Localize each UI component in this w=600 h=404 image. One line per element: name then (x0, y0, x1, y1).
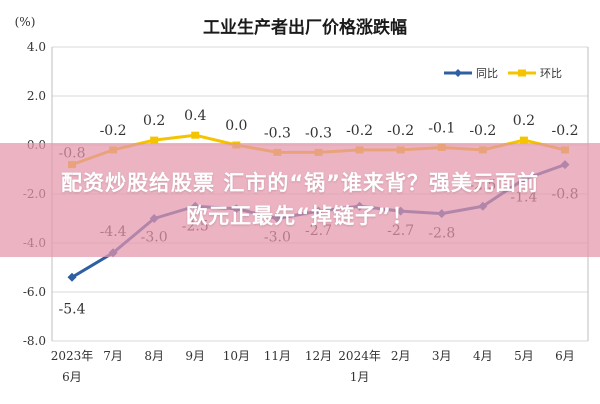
overlay-banner: 配资炒股给股票 汇市的“锅”谁来背？强美元面前 欧元正最先“掉链子”！ (0, 143, 600, 257)
legend-label: 环比 (540, 67, 562, 80)
x-tick-label: 3月 (432, 349, 452, 363)
y-tick-label: 2.0 (27, 89, 46, 103)
data-label: 0.2 (143, 113, 165, 129)
y-tick-label: -6.0 (23, 285, 46, 299)
legend: 同比 环比 (444, 67, 562, 80)
data-label: -0.2 (387, 123, 414, 139)
data-label: 0.0 (225, 118, 247, 134)
legend-marker (454, 69, 462, 77)
legend-label: 同比 (476, 67, 498, 80)
x-tick-label: 11月 (264, 349, 291, 363)
data-label: 0.2 (513, 113, 535, 129)
x-tick-label: 10月 (223, 349, 250, 363)
data-point (519, 136, 528, 144)
x-tick-label: 9月 (185, 349, 205, 363)
x-tick-label: 7月 (103, 349, 123, 363)
x-tick-label: 2023年 (51, 349, 94, 363)
data-label: -0.2 (346, 123, 373, 139)
x-tick-label: 4月 (473, 349, 493, 363)
x-tick-label: 2024年 (338, 349, 381, 363)
banner-headline-line-2: 欧元正最先“掉链子”！ (186, 204, 414, 228)
data-point (191, 131, 200, 139)
chart-title: 工业生产者出厂价格涨跌幅 (203, 17, 407, 38)
data-label: -0.3 (305, 125, 332, 141)
data-label: -0.2 (469, 123, 496, 139)
x-tick-label: 1月 (350, 370, 370, 384)
banner-headline-line-1: 配资炒股给股票 汇市的“锅”谁来背？强美元面前 (61, 171, 539, 195)
x-tick-label: 5月 (514, 349, 534, 363)
data-label: -0.1 (428, 120, 455, 136)
data-label: -5.4 (59, 301, 86, 317)
x-tick-label: 6月 (555, 349, 575, 363)
data-point (67, 272, 77, 282)
x-tick-label: 12月 (305, 349, 332, 363)
y-axis-label: (%) (15, 15, 36, 29)
y-tick-label: -8.0 (23, 334, 46, 348)
data-label: -0.2 (552, 123, 579, 139)
data-label: -0.2 (100, 123, 127, 139)
legend-marker (518, 69, 526, 77)
data-label: 0.4 (184, 108, 206, 124)
data-label: -0.3 (264, 125, 291, 141)
x-axis-ticks: 2023年 6月 7月 8月 9月 10月 11月 12月 2024年 1月 2月 3月 4月 5月 6月 (51, 349, 575, 384)
data-point (150, 136, 159, 144)
x-tick-label: 6月 (62, 370, 82, 384)
y-tick-label: 4.0 (27, 40, 46, 54)
x-tick-label: 2月 (391, 349, 411, 363)
x-tick-label: 8月 (144, 349, 164, 363)
